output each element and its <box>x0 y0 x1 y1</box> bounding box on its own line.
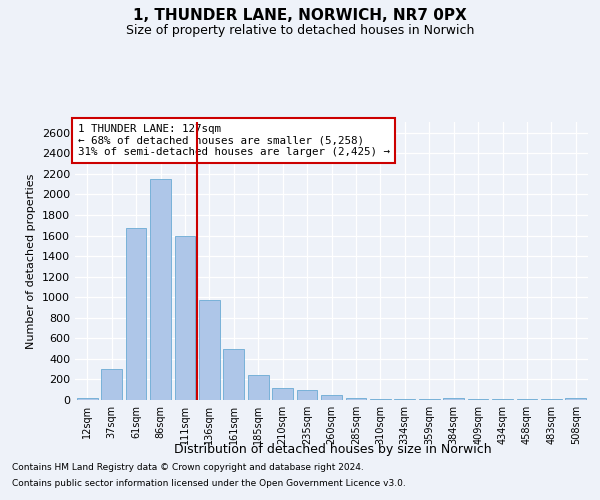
Bar <box>321 395 342 400</box>
Bar <box>394 399 415 400</box>
Bar <box>101 369 122 400</box>
Bar <box>346 398 367 400</box>
Bar <box>150 179 171 400</box>
Text: 1 THUNDER LANE: 127sqm
← 68% of detached houses are smaller (5,258)
31% of semi-: 1 THUNDER LANE: 127sqm ← 68% of detached… <box>77 124 389 157</box>
Bar <box>125 228 146 400</box>
Bar <box>272 388 293 400</box>
Bar <box>565 398 586 400</box>
Bar <box>77 398 98 400</box>
Bar <box>296 390 317 400</box>
Bar <box>248 374 269 400</box>
Text: Distribution of detached houses by size in Norwich: Distribution of detached houses by size … <box>174 442 492 456</box>
Bar <box>370 399 391 400</box>
Text: Size of property relative to detached houses in Norwich: Size of property relative to detached ho… <box>126 24 474 37</box>
Text: 1, THUNDER LANE, NORWICH, NR7 0PX: 1, THUNDER LANE, NORWICH, NR7 0PX <box>133 8 467 22</box>
Text: Contains HM Land Registry data © Crown copyright and database right 2024.: Contains HM Land Registry data © Crown c… <box>12 464 364 472</box>
Bar <box>199 300 220 400</box>
Bar <box>175 236 196 400</box>
Bar <box>223 348 244 400</box>
Y-axis label: Number of detached properties: Number of detached properties <box>26 174 37 349</box>
Bar <box>443 398 464 400</box>
Text: Contains public sector information licensed under the Open Government Licence v3: Contains public sector information licen… <box>12 478 406 488</box>
